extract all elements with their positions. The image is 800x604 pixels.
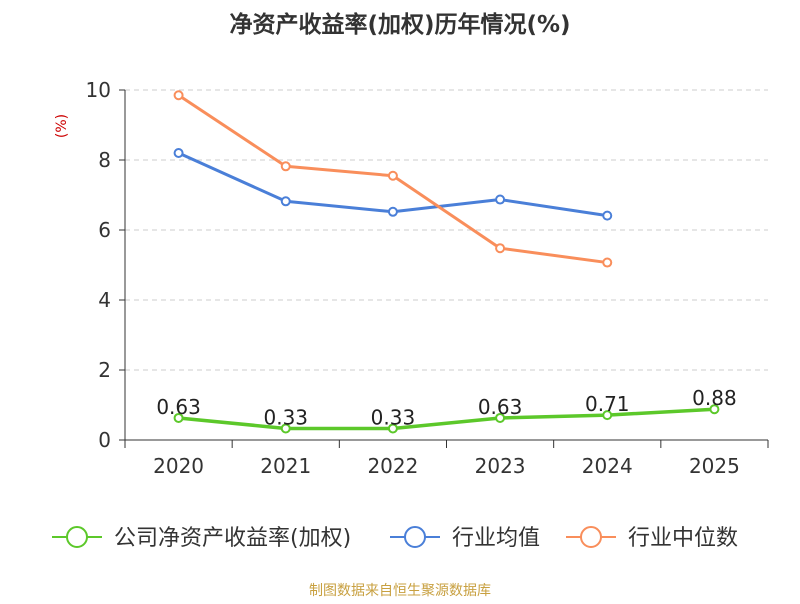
x-tick-label: 2023 <box>475 454 526 478</box>
data-point <box>387 206 398 217</box>
chart-title: 净资产收益率(加权)历年情况(%) <box>229 11 570 38</box>
data-point <box>280 423 291 434</box>
x-tick-label: 2025 <box>689 454 740 478</box>
grid-lines <box>125 89 768 371</box>
x-tick-label: 2021 <box>260 454 311 478</box>
legend-marker <box>580 526 602 548</box>
data-label: 0.63 <box>478 395 523 419</box>
data-label: 0.33 <box>371 405 416 429</box>
y-axis-unit-label: (%) <box>54 114 70 138</box>
series-layer: 0.63 0.33 0.33 0.63 0.71 0.88 <box>156 90 737 434</box>
series-line <box>176 407 717 431</box>
data-point <box>495 194 506 205</box>
legend-marker <box>404 526 426 548</box>
legend: 公司净资产收益率(加权) 行业均值 行业中位数 <box>52 526 738 551</box>
data-point <box>709 404 720 415</box>
data-point <box>387 423 398 434</box>
data-point <box>602 210 613 221</box>
legend-label: 公司净资产收益率(加权) <box>114 526 351 551</box>
x-tick-label: 2024 <box>582 454 633 478</box>
data-point <box>173 412 184 423</box>
data-label: 0.63 <box>156 395 201 419</box>
y-tick-label: 4 <box>98 288 111 312</box>
data-label: 0.71 <box>585 392 630 416</box>
data-point <box>495 243 506 254</box>
legend-marker <box>66 526 88 548</box>
data-label: 0.88 <box>692 386 737 410</box>
x-tick-label: 2022 <box>367 454 418 478</box>
data-label: 0.33 <box>263 405 308 429</box>
data-point <box>173 148 184 158</box>
data-point <box>602 410 613 421</box>
data-point <box>280 196 291 207</box>
y-tick-label: 10 <box>86 78 111 102</box>
y-tick-label: 0 <box>98 428 111 452</box>
data-point <box>495 412 506 423</box>
data-point <box>387 170 398 181</box>
x-tick-label: 2020 <box>153 454 204 478</box>
legend-label: 行业均值 <box>452 526 540 551</box>
y-tick-label: 8 <box>98 148 111 172</box>
data-source-note: 制图数据来自恒生聚源数据库 <box>309 583 491 599</box>
y-tick-label: 6 <box>98 218 111 242</box>
y-tick-label: 2 <box>98 358 111 382</box>
legend-label: 行业中位数 <box>628 526 738 551</box>
data-point <box>602 257 613 268</box>
series-line <box>177 151 609 218</box>
data-point <box>173 90 184 101</box>
axes: 0 2 4 6 8 10 2020 2021 2022 2023 2024 2025 <box>86 78 769 478</box>
data-point <box>280 161 291 172</box>
